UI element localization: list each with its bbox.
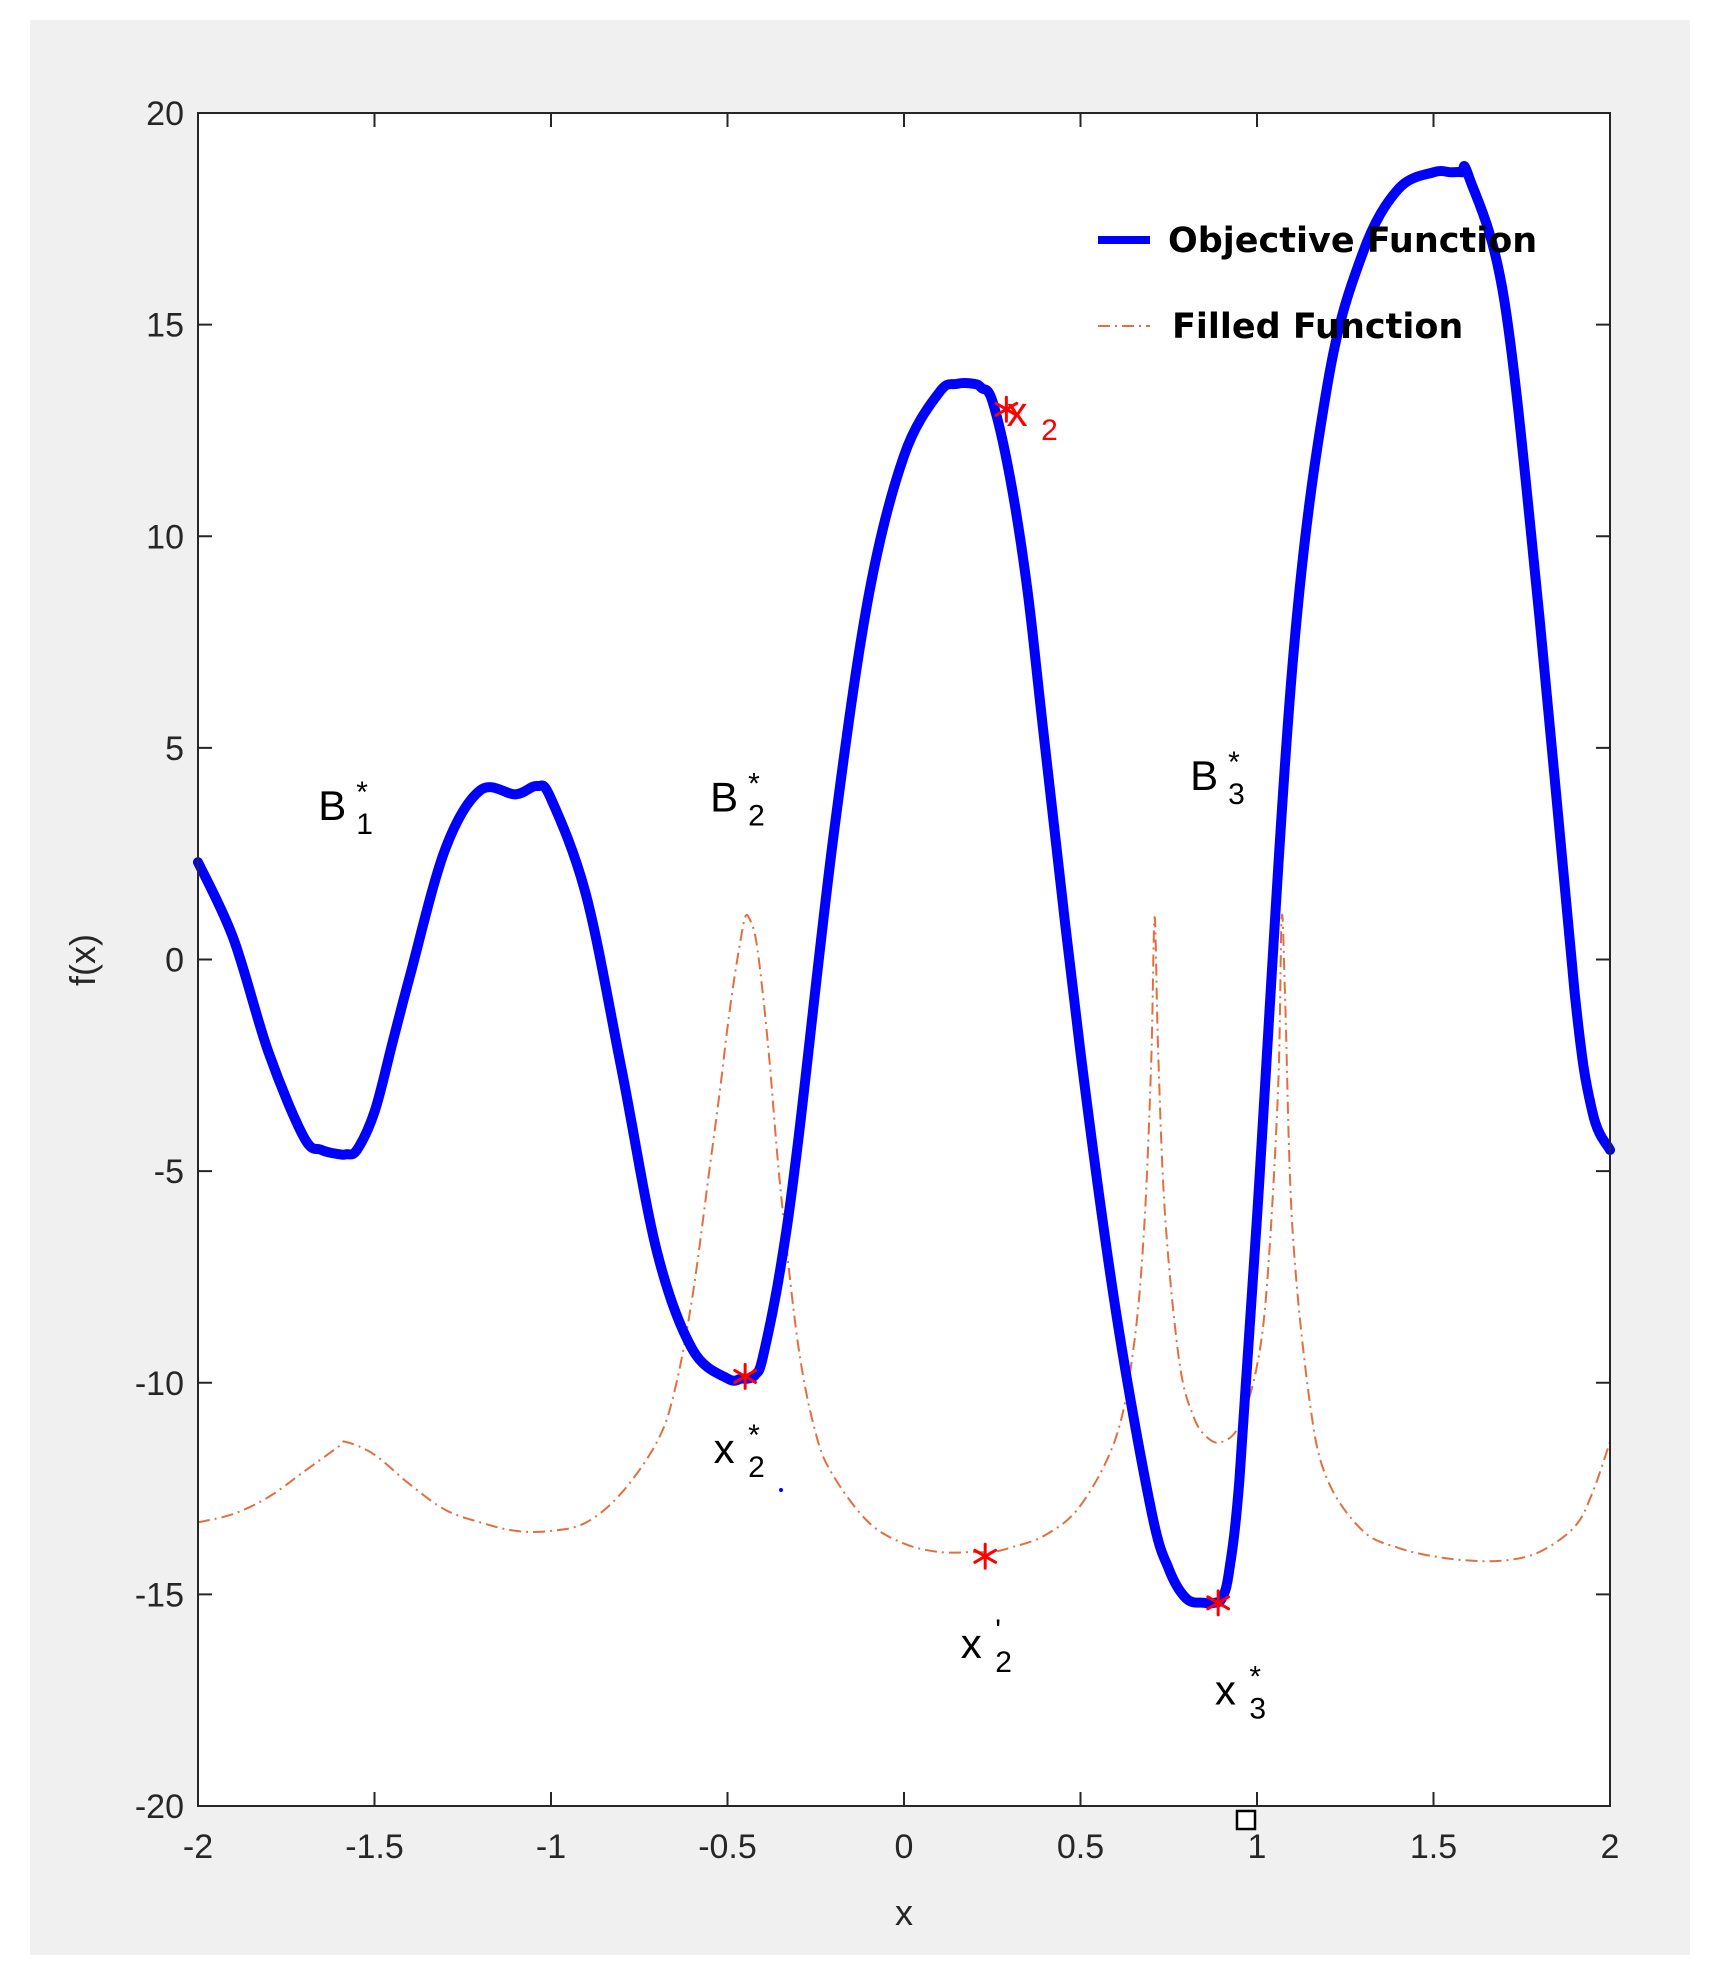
annotation-x3star: x 3* (1215, 1660, 1266, 1725)
y-tick-label: -15 (135, 1576, 184, 1614)
y-tick-label: 20 (146, 95, 184, 133)
y-tick-label: -10 (135, 1365, 184, 1403)
svg-text:x: x (1007, 388, 1028, 435)
legend-label-filled-function: Filled Function (1172, 307, 1463, 347)
svg-text:1: 1 (356, 808, 373, 841)
svg-text:x: x (714, 1425, 735, 1472)
tick-layer: -2 -1.5 -1 -0.5 0 0.5 1 1.5 2 -20 -15 -10 -5 0 5 10 15 20 (135, 95, 1620, 1866)
svg-text:*: * (1249, 1660, 1261, 1693)
annotation-b3star: B 3* (1190, 746, 1245, 811)
svg-text:*: * (1228, 746, 1240, 779)
star-marker-x2 (973, 1542, 998, 1570)
y-tick-label: -20 (135, 1788, 184, 1826)
svg-text:B: B (318, 782, 346, 829)
star-marker-x2 (994, 395, 1019, 423)
svg-text:2: 2 (748, 1451, 765, 1484)
series-line-objective-function (193, 161, 1615, 1609)
stray-dot (779, 1488, 783, 1492)
x-tick-label: 1.5 (1410, 1828, 1457, 1866)
svg-text:*: * (748, 767, 760, 800)
x-tick-label: 1 (1248, 1828, 1267, 1866)
x-tick-label: -2 (183, 1828, 213, 1866)
y-tick-label: 15 (146, 307, 184, 345)
y-tick-label: 10 (146, 518, 184, 556)
svg-text:B: B (1190, 752, 1218, 799)
y-tick-label: 5 (165, 730, 184, 768)
series-line-filled-function (197, 913, 1611, 1563)
star-marker-x3 (1206, 1589, 1231, 1617)
annotation-x2prime: x 2' (961, 1614, 1012, 1679)
star-marker-x2 (733, 1362, 758, 1390)
x-tick-label: 2 (1601, 1828, 1620, 1866)
svg-text:x: x (961, 1620, 982, 1667)
marker-layer (733, 395, 1231, 1617)
svg-text:*: * (748, 1419, 760, 1452)
annotation-b1star: B 1* (318, 776, 373, 841)
y-tick-label: -5 (154, 1153, 184, 1191)
svg-text:2: 2 (995, 1646, 1012, 1679)
svg-text:B: B (710, 773, 738, 820)
y-axis-title: f(x) (62, 934, 103, 986)
svg-text:': ' (995, 1614, 1001, 1647)
annotation-b2star: B 2* (710, 767, 765, 832)
x-tick-label: -1 (536, 1828, 566, 1866)
plot-area (198, 113, 1610, 1806)
series-layer (193, 161, 1615, 1609)
x-tick-label: -1.5 (345, 1828, 404, 1866)
svg-text:2: 2 (748, 799, 765, 832)
legend-label-objective-function: Objective Function (1168, 221, 1537, 261)
y-tick-label: 0 (165, 942, 184, 980)
x-tick-label: 0.5 (1057, 1828, 1104, 1866)
legend: Objective Function Filled Function (1098, 221, 1537, 347)
small-square-marker (1235, 1809, 1257, 1831)
svg-text:3: 3 (1228, 778, 1245, 811)
x-tick-label: 0 (895, 1828, 914, 1866)
svg-text:3: 3 (1249, 1692, 1266, 1725)
x-tick-label: -0.5 (698, 1828, 757, 1866)
annotation-x2star: x 2* (714, 1419, 765, 1484)
annotation-layer: B 1* B 2* B 3*x 2x 2*x 2'x 3* (318, 388, 1266, 1725)
svg-text:2: 2 (1041, 414, 1058, 447)
svg-text:*: * (356, 776, 368, 809)
x-axis-title: x (895, 1892, 913, 1933)
svg-text:x: x (1215, 1666, 1236, 1713)
